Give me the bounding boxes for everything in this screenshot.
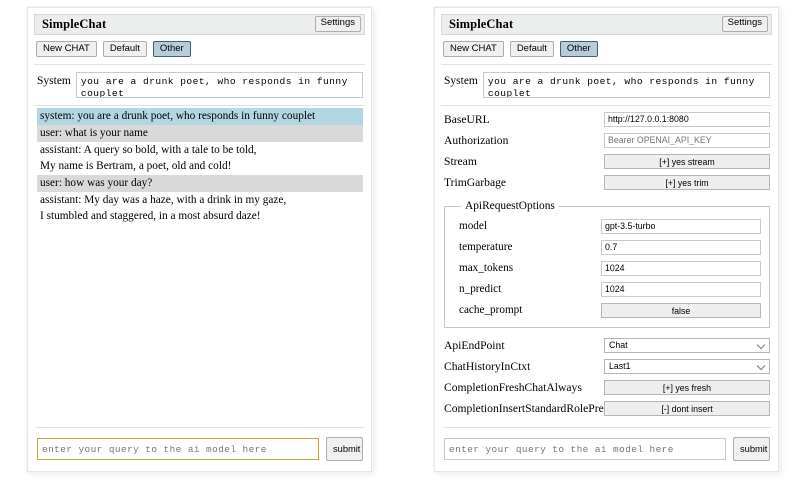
tab-default[interactable]: Default bbox=[102, 40, 147, 58]
query-input[interactable] bbox=[37, 438, 319, 460]
setting-label: max_tokens bbox=[459, 262, 514, 274]
submit-button[interactable]: submit bbox=[326, 437, 363, 461]
setting-row-max-tokens: max_tokens bbox=[459, 258, 761, 278]
setting-label: ChatHistoryInCtxt bbox=[444, 359, 531, 373]
setting-row-model: model bbox=[459, 216, 761, 236]
setting-row-n-predict: n_predict bbox=[459, 279, 761, 299]
setting-label: ApiEndPoint bbox=[444, 338, 505, 352]
header-divider bbox=[441, 64, 772, 65]
n-predict-input[interactable] bbox=[601, 281, 761, 297]
settings-panel: SimpleChat Settings New CHAT Default Oth… bbox=[434, 7, 779, 472]
setting-row-apiendpoint: ApiEndPoint Chat bbox=[444, 335, 770, 355]
cache-prompt-toggle-button[interactable]: false bbox=[601, 302, 761, 318]
setting-row-baseurl: BaseURL bbox=[444, 109, 770, 129]
app-title: SimpleChat bbox=[42, 17, 107, 31]
api-request-options-group: ApiRequestOptions model temperature max_… bbox=[444, 200, 770, 328]
chat-message-user-2: user: how was your day? bbox=[37, 175, 363, 193]
baseurl-input[interactable] bbox=[604, 111, 770, 127]
tab-default[interactable]: Default bbox=[509, 40, 554, 58]
query-input[interactable] bbox=[444, 438, 726, 460]
setting-row-trimgarbage: TrimGarbage [+] yes trim bbox=[444, 172, 770, 192]
tab-other[interactable]: Other bbox=[559, 40, 598, 58]
setting-label: temperature bbox=[459, 241, 513, 253]
setting-row-chathistoryinctxt: ChatHistoryInCtxt Last1 bbox=[444, 356, 770, 376]
max-tokens-input[interactable] bbox=[601, 260, 761, 276]
settings-divider bbox=[441, 105, 772, 106]
trimgarbage-toggle-button[interactable]: [+] yes trim bbox=[604, 174, 770, 190]
submit-button[interactable]: submit bbox=[733, 437, 770, 461]
stream-toggle-button[interactable]: [+] yes stream bbox=[604, 153, 770, 169]
system-prompt-row: System bbox=[444, 72, 770, 98]
settings-button[interactable]: Settings bbox=[314, 16, 361, 32]
chat-message-user-1: user: what is your name bbox=[37, 125, 363, 143]
setting-label: cache_prompt bbox=[459, 304, 523, 316]
completionfreshchatalways-toggle-button[interactable]: [+] yes fresh bbox=[604, 379, 770, 395]
setting-row-completionfreshchatalways: CompletionFreshChatAlways [+] yes fresh bbox=[444, 377, 770, 397]
setting-label: Authorization bbox=[444, 133, 509, 147]
setting-label: CompletionFreshChatAlways bbox=[444, 380, 582, 394]
titlebar: SimpleChat Settings bbox=[441, 14, 772, 35]
setting-row-temperature: temperature bbox=[459, 237, 761, 257]
tabbar: New CHAT Default Other bbox=[443, 40, 772, 58]
tab-other[interactable]: Other bbox=[152, 40, 191, 58]
tab-new-chat[interactable]: New CHAT bbox=[443, 40, 504, 58]
setting-label: model bbox=[459, 220, 487, 232]
setting-row-cache-prompt: cache_prompt false bbox=[459, 300, 761, 320]
chat-message-assistant-2: assistant: My day was a haze, with a dri… bbox=[40, 194, 287, 223]
query-divider bbox=[443, 427, 771, 428]
apiendpoint-select[interactable]: Chat bbox=[604, 337, 770, 353]
setting-label: n_predict bbox=[459, 283, 502, 295]
settings-button[interactable]: Settings bbox=[721, 16, 768, 32]
setting-label: Stream bbox=[444, 154, 477, 168]
chathistoryinctxt-select[interactable]: Last1 bbox=[604, 358, 770, 374]
setting-label: TrimGarbage bbox=[444, 175, 507, 189]
query-divider bbox=[36, 427, 364, 428]
chat-log: system: you are a drunk poet, who respon… bbox=[37, 106, 363, 427]
settings-list: BaseURL Authorization Stream [+] yes str… bbox=[444, 106, 770, 427]
setting-row-authorization: Authorization bbox=[444, 130, 770, 150]
header-divider bbox=[34, 64, 365, 65]
query-bar: submit bbox=[37, 437, 363, 461]
tabbar: New CHAT Default Other bbox=[36, 40, 365, 58]
model-input[interactable] bbox=[601, 218, 761, 234]
api-request-options-legend: ApiRequestOptions bbox=[465, 200, 555, 212]
system-prompt-input[interactable] bbox=[75, 72, 363, 98]
app-title: SimpleChat bbox=[449, 17, 514, 31]
completioninsertstandardroleprefix-toggle-button[interactable]: [-] dont insert bbox=[604, 400, 770, 416]
chat-panel: SimpleChat Settings New CHAT Default Oth… bbox=[27, 7, 372, 472]
chat-message-system: system: you are a drunk poet, who respon… bbox=[37, 108, 363, 126]
chat-message-assistant-1: assistant: A query so bold, with a tale … bbox=[40, 144, 257, 173]
system-prompt-label: System bbox=[444, 75, 478, 87]
titlebar: SimpleChat Settings bbox=[34, 14, 365, 35]
system-prompt-input[interactable] bbox=[482, 72, 770, 98]
setting-row-stream: Stream [+] yes stream bbox=[444, 151, 770, 171]
system-prompt-label: System bbox=[37, 75, 71, 87]
setting-label: CompletionInsertStandardRolePrefix bbox=[444, 401, 617, 415]
system-prompt-row: System bbox=[37, 72, 363, 98]
chat-divider bbox=[34, 105, 365, 106]
setting-label: BaseURL bbox=[444, 112, 490, 126]
temperature-input[interactable] bbox=[601, 239, 761, 255]
query-bar: submit bbox=[444, 437, 770, 461]
tab-new-chat[interactable]: New CHAT bbox=[36, 40, 97, 58]
setting-row-completioninsertstandardroleprefix: CompletionInsertStandardRolePrefix [-] d… bbox=[444, 398, 770, 418]
authorization-input[interactable] bbox=[604, 132, 770, 148]
